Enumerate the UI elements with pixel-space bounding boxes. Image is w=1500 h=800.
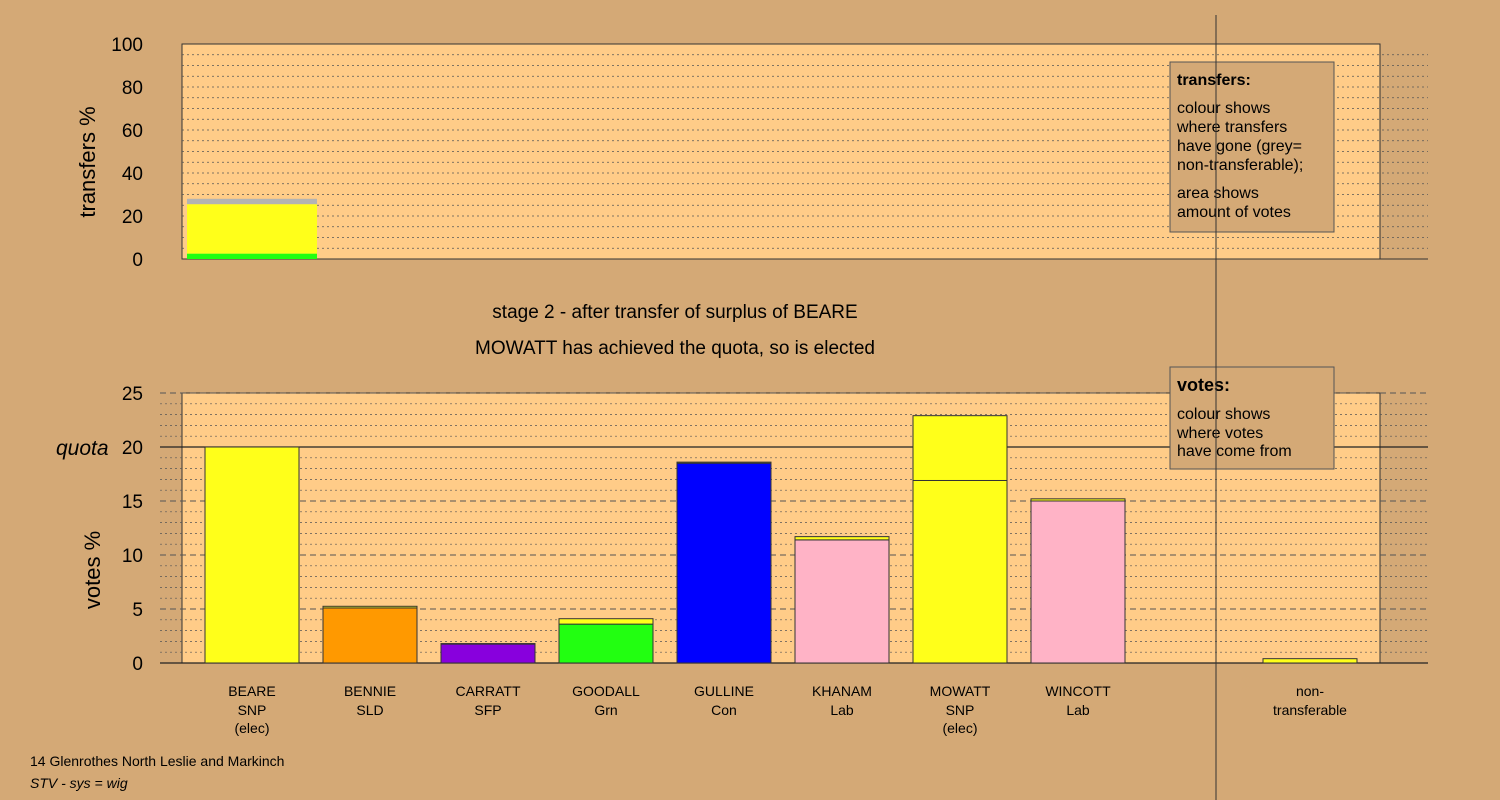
votes-bar-base	[558, 623, 654, 664]
candidate-party: Lab	[1066, 702, 1090, 718]
transfers-y-tick-label: 80	[122, 78, 143, 99]
votes-bar-base	[912, 479, 1008, 664]
transfers-bar-segment	[187, 253, 317, 259]
candidate-name: GULLINE	[694, 683, 754, 699]
transfers-y-tick-label: 100	[111, 35, 143, 56]
transfers-bar-segment	[187, 204, 317, 254]
transfers-legend-box	[1169, 61, 1335, 233]
transfers-y-tick-label: 60	[122, 121, 143, 142]
transfers-legend-line: where transfers	[1176, 119, 1287, 136]
ward-name: 14 Glenrothes North Leslie and Markinch	[30, 753, 284, 769]
transfers-y-ticks: 0 20 40 60 80 100	[111, 35, 143, 271]
transfers-legend: transfers: colour shows where transfers …	[1169, 61, 1335, 233]
transfers-panel: 0 20 40 60 80 100 transfers % transfers: colo…	[75, 35, 1428, 271]
votes-y-tick-label: 10	[122, 546, 143, 567]
votes-legend-line: have come from	[1177, 443, 1292, 460]
votes-y-tick-label: 20	[122, 438, 143, 459]
transfers-bar-segment	[187, 198, 317, 205]
transfers-y-tick-label: 0	[132, 250, 143, 271]
votes-bar-transfer	[322, 605, 418, 609]
votes-y-tick-label: 15	[122, 492, 143, 513]
candidate-name: BEARE	[228, 683, 275, 699]
votes-bar-base	[204, 446, 300, 664]
quota-label: quota	[56, 437, 109, 460]
system-label: STV - sys = wig	[30, 775, 128, 791]
votes-y-tick-label: 5	[132, 600, 143, 621]
transfers-bars	[187, 198, 317, 259]
votes-legend-title: votes:	[1177, 375, 1230, 395]
votes-bar-base	[794, 539, 890, 664]
votes-y-ticks: 0 5 10 15 20 25	[122, 384, 143, 675]
votes-y-axis-label: votes %	[80, 531, 105, 609]
votes-bar-base	[322, 607, 418, 664]
votes-bar-base	[440, 643, 536, 664]
votes-bar-transfer	[440, 643, 536, 645]
candidate-party: Lab	[830, 702, 854, 718]
nontransferable-label: transferable	[1273, 702, 1347, 718]
candidate-status: (elec)	[942, 720, 977, 736]
nontransferable-label: non-	[1296, 683, 1324, 699]
candidate-party: SFP	[474, 702, 501, 718]
candidate-party: SLD	[356, 702, 383, 718]
votes-bar-transfer	[558, 618, 654, 625]
votes-bars	[204, 415, 1358, 664]
votes-y-tick-label: 25	[122, 384, 143, 405]
candidate-name: BENNIE	[344, 683, 396, 699]
votes-bar-base	[1030, 500, 1126, 664]
candidate-labels: BEARE SNP (elec) BENNIE SLD CARRATT SFP GOODALL…	[228, 683, 1347, 736]
candidate-name: CARRATT	[455, 683, 521, 699]
candidate-status: (elec)	[234, 720, 269, 736]
transfers-y-tick-label: 20	[122, 207, 143, 228]
transfers-legend-line: amount of votes	[1177, 204, 1291, 221]
votes-bar-transfer	[1030, 498, 1126, 502]
candidate-name: WINCOTT	[1045, 683, 1111, 699]
candidate-party: Con	[711, 702, 737, 718]
transfers-legend-line: have gone (grey=	[1177, 138, 1302, 155]
transfers-legend-line: colour shows	[1177, 100, 1270, 117]
nontransferable-bar	[1262, 658, 1358, 664]
stage-title: stage 2 - after transfer of surplus of B…	[492, 302, 857, 323]
transfers-legend-title: transfers:	[1177, 72, 1251, 89]
votes-gridlines	[160, 392, 1428, 664]
transfers-legend-line: non-transferable);	[1177, 157, 1303, 174]
result-title: MOWATT has achieved the quota, so is ele…	[475, 338, 875, 359]
candidate-name: MOWATT	[930, 683, 991, 699]
transfers-y-tick-label: 40	[122, 164, 143, 185]
candidate-name: GOODALL	[572, 683, 640, 699]
candidate-name: KHANAM	[812, 683, 872, 699]
votes-bar-transfer	[794, 536, 890, 541]
candidate-party: Grn	[594, 702, 617, 718]
votes-bar-transfer	[912, 415, 1008, 481]
votes-bar-transfer	[676, 461, 772, 464]
candidate-party: SNP	[946, 702, 975, 718]
transfers-legend-line: area shows	[1177, 185, 1259, 202]
votes-bar-base	[676, 462, 772, 664]
votes-legend-line: colour shows	[1177, 406, 1270, 423]
votes-legend-box	[1169, 366, 1335, 470]
transfers-y-axis-label: transfers %	[75, 106, 100, 217]
votes-legend-line: where votes	[1176, 425, 1263, 442]
transfers-gridlines	[182, 54, 1428, 260]
candidate-party: SNP	[238, 702, 267, 718]
votes-panel: 0 5 10 15 20 25 BEARE SNP (elec) BENNIE SLD CARRAT…	[56, 366, 1428, 736]
votes-y-tick-label: 0	[132, 654, 143, 675]
votes-legend: votes: colour shows where votes have com…	[1169, 366, 1335, 470]
